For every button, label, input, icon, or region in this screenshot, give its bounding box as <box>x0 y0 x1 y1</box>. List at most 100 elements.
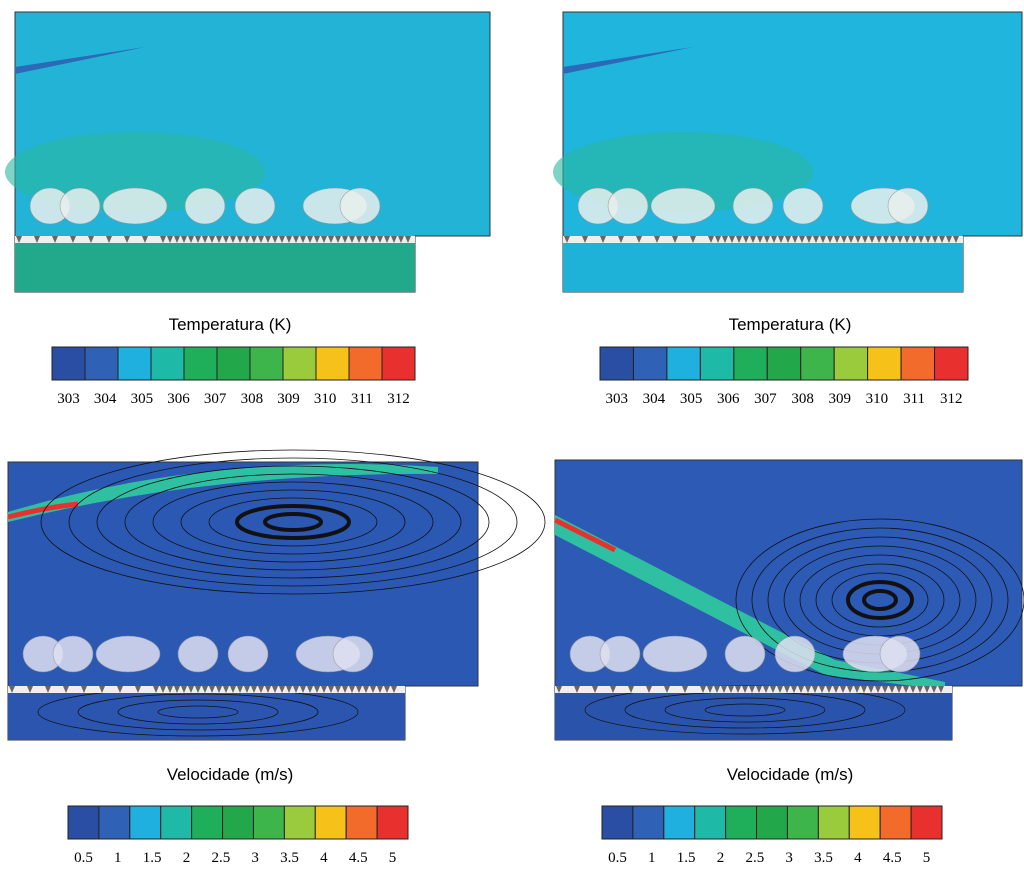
diffuser <box>925 236 931 243</box>
colorbar-tick-label: 307 <box>204 391 227 407</box>
colorbar-tick-label: 307 <box>754 391 777 407</box>
occupant <box>774 635 816 673</box>
diffuser <box>153 686 159 693</box>
diffuser <box>188 686 194 693</box>
colorbar-tick-label: 1.5 <box>677 850 696 866</box>
colorbar-segment <box>900 346 936 381</box>
colorbar-segment <box>694 805 727 840</box>
diffuser <box>356 686 362 693</box>
diffuser <box>349 686 355 693</box>
diffuser <box>160 236 166 243</box>
diffuser <box>742 686 748 693</box>
diffuser <box>917 686 923 693</box>
diffuser <box>721 686 727 693</box>
colorbar-segment <box>848 805 881 840</box>
colorbar-segment <box>733 346 768 381</box>
diffuser <box>861 686 867 693</box>
diffuser <box>202 236 208 243</box>
colorbar-segment <box>756 805 788 840</box>
lower-zone <box>15 236 415 292</box>
diffuser <box>272 686 278 693</box>
streamline <box>735 518 1024 682</box>
diffuser <box>293 236 299 243</box>
diffuser <box>722 236 728 243</box>
diffuser <box>700 686 706 693</box>
diffuser <box>160 686 166 693</box>
diffuser <box>574 686 580 693</box>
diffuser <box>778 236 784 243</box>
colorbar-tick-label: 308 <box>241 391 264 407</box>
diffuser <box>251 686 257 693</box>
colorbar-segment <box>601 805 634 840</box>
colorbar-segment <box>381 346 416 381</box>
lower-zone <box>555 686 952 740</box>
diffuser <box>356 236 362 243</box>
diffuser <box>279 236 285 243</box>
diffuser <box>820 236 826 243</box>
streamline <box>704 703 786 717</box>
diffuser <box>764 236 770 243</box>
jet <box>15 47 145 74</box>
colorbar-segment <box>800 346 835 381</box>
legend-title: Velocidade (m/s) <box>727 765 854 784</box>
diffuser <box>636 236 642 243</box>
diffuser <box>910 686 916 693</box>
colorbar-tick-label: 306 <box>717 391 740 407</box>
diffuser <box>216 686 222 693</box>
diffuser <box>307 686 313 693</box>
occupant <box>102 187 168 225</box>
streamline <box>40 449 546 595</box>
colorbar-segment <box>283 805 316 840</box>
colorbar-segment <box>867 346 902 381</box>
occupant <box>332 635 374 673</box>
streamline <box>68 457 518 587</box>
diffuser <box>682 686 688 693</box>
colorbar-segment <box>117 346 152 381</box>
diffuser <box>806 236 812 243</box>
colorbar-tick-label: 304 <box>643 391 666 407</box>
diffuser <box>258 686 264 693</box>
diffuser <box>27 686 33 693</box>
colorbar-tick-label: 305 <box>131 391 154 407</box>
streamline <box>263 512 323 532</box>
colorbar-segment <box>632 805 665 840</box>
colorbar-segment <box>191 805 224 840</box>
diffuser <box>763 686 769 693</box>
floor <box>563 236 963 243</box>
occupant <box>642 635 708 673</box>
colorbar-tick-label: 310 <box>866 391 889 407</box>
lower-zone <box>8 686 405 740</box>
legend-title: Velocidade (m/s) <box>167 765 294 784</box>
diffuser <box>757 236 763 243</box>
diffuser <box>52 236 58 243</box>
colorbar-segment <box>817 805 850 840</box>
diffuser <box>135 686 141 693</box>
diffuser <box>335 686 341 693</box>
colorbar-segment <box>222 805 254 840</box>
streamline <box>862 589 898 611</box>
streamline <box>77 693 319 731</box>
panel: Velocidade (m/s) 0.5 1 1.5 2 2.5 3 3.5 4 4.5 5 <box>553 459 1024 866</box>
colorbar-segment <box>879 805 912 840</box>
colorbar-segment <box>632 346 668 381</box>
diffuser <box>349 236 355 243</box>
diffuser <box>106 236 112 243</box>
diffuser <box>384 236 390 243</box>
diffuser <box>398 236 404 243</box>
diffuser <box>756 686 762 693</box>
colorbar-tick-label: 309 <box>829 391 852 407</box>
diffuser <box>749 686 755 693</box>
colorbar-segment <box>910 805 943 840</box>
diffuser <box>195 686 201 693</box>
diffuser <box>889 686 895 693</box>
diffuser <box>792 236 798 243</box>
diffuser <box>328 236 334 243</box>
occupant <box>887 187 929 225</box>
colorbar-tick-label: 0.5 <box>608 850 627 866</box>
colorbar-tick-label: 1 <box>648 850 656 866</box>
diffuser <box>918 236 924 243</box>
diffuser <box>938 686 944 693</box>
colorbar-tick-label: 2.5 <box>211 850 230 866</box>
diffuser <box>883 236 889 243</box>
colorbar-segment <box>51 346 86 381</box>
